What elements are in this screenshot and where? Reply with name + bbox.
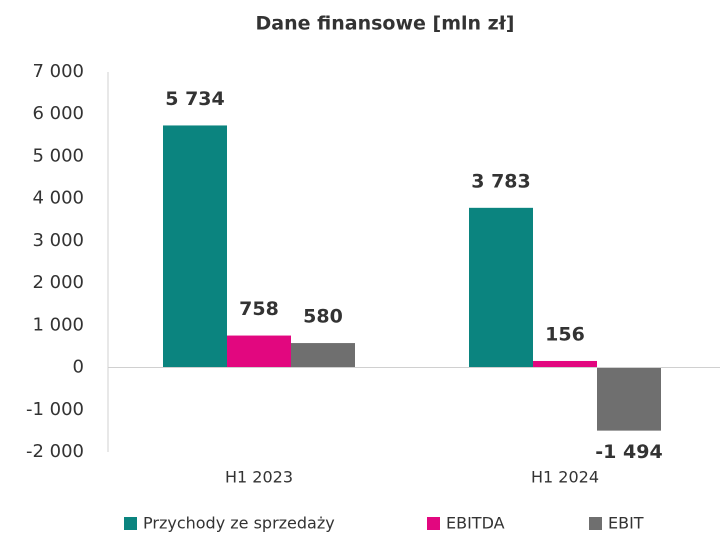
value-label: -1 494 bbox=[595, 441, 662, 463]
legend-swatch bbox=[427, 517, 440, 530]
y-tick-label: 3 000 bbox=[32, 230, 84, 251]
y-tick-label: 6 000 bbox=[32, 103, 84, 124]
y-tick-label: 1 000 bbox=[32, 314, 84, 335]
y-tick-label: -1 000 bbox=[26, 399, 84, 420]
chart-title: Dane finansowe [mln zł] bbox=[256, 13, 515, 35]
y-tick-label: 2 000 bbox=[32, 272, 84, 293]
y-tick-label: 4 000 bbox=[32, 188, 84, 209]
bar bbox=[533, 360, 597, 368]
legend-label: EBIT bbox=[608, 514, 644, 533]
y-tick-label: -2 000 bbox=[26, 441, 84, 462]
value-label: 5 734 bbox=[165, 88, 225, 110]
bar bbox=[227, 335, 291, 368]
legend-label: Przychody ze sprzedaży bbox=[143, 514, 335, 533]
legend-swatch bbox=[589, 517, 602, 530]
bar bbox=[469, 207, 533, 368]
x-tick-label: H1 2024 bbox=[531, 468, 599, 487]
bar bbox=[291, 343, 355, 368]
bar bbox=[597, 367, 661, 431]
bar bbox=[163, 125, 227, 368]
y-tick-label: 0 bbox=[73, 357, 84, 378]
value-label: 758 bbox=[239, 298, 279, 320]
x-tick-label: H1 2023 bbox=[225, 468, 293, 487]
value-label: 580 bbox=[303, 306, 343, 328]
y-tick-label: 7 000 bbox=[32, 61, 84, 82]
value-label: 3 783 bbox=[471, 170, 531, 192]
value-label: 156 bbox=[545, 323, 585, 345]
legend-swatch bbox=[124, 517, 137, 530]
y-tick-label: 5 000 bbox=[32, 145, 84, 166]
legend-label: EBITDA bbox=[446, 514, 505, 533]
